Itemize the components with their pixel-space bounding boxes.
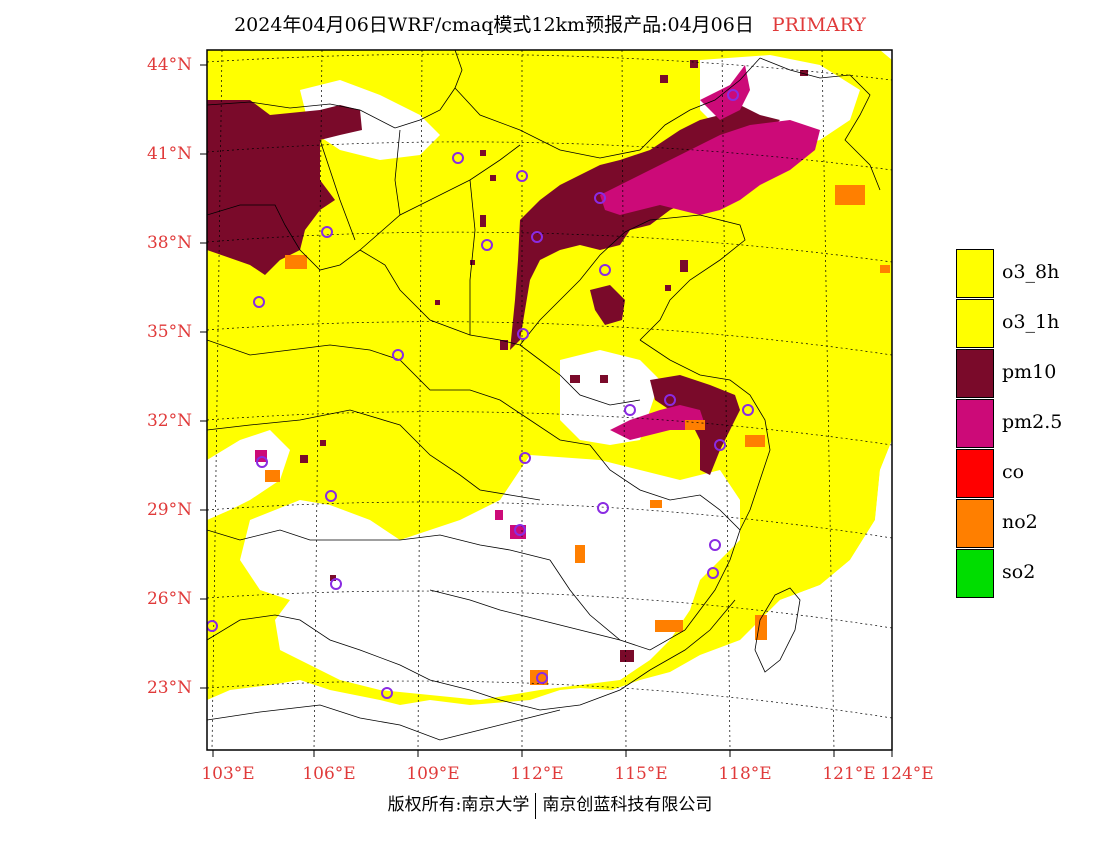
clean-zone-sea <box>745 440 892 750</box>
legend-label: so2 <box>1002 561 1036 583</box>
lon-label: 106°E <box>302 764 356 784</box>
lat-label: 23°N <box>146 678 192 698</box>
legend-item-so2: so2 <box>956 549 1100 599</box>
primary-tag: PRIMARY <box>771 14 866 36</box>
graticule <box>207 50 892 750</box>
legend-item-no2: no2 <box>956 499 1100 549</box>
lon-label: 118°E <box>718 764 772 784</box>
map-frame <box>206 49 893 751</box>
lat-label: 29°N <box>146 500 192 520</box>
lat-label: 41°N <box>146 144 192 164</box>
lat-label: 44°N <box>146 55 192 75</box>
lat-label: 35°N <box>146 322 192 342</box>
legend-swatch <box>956 499 994 548</box>
legend-item-pm10: pm10 <box>956 349 1100 399</box>
legend-item-o3-1h: o3_1h <box>956 299 1100 349</box>
legend-swatch <box>956 549 994 598</box>
footer-divider <box>535 792 537 819</box>
legend-swatch <box>956 299 994 348</box>
lon-label: 115°E <box>614 764 668 784</box>
legend-item-pm25: pm2.5 <box>956 399 1100 449</box>
lon-label: 112°E <box>510 764 564 784</box>
lon-label: 109°E <box>406 764 460 784</box>
axis-ticks <box>200 64 893 757</box>
clean-zone-northwest <box>300 80 440 160</box>
lat-label: 38°N <box>146 233 192 253</box>
station-markers <box>207 89 754 699</box>
map-content <box>207 50 892 750</box>
pm10-region-shandong <box>590 285 625 325</box>
legend-label: co <box>1002 461 1025 483</box>
clean-zone-southwest <box>207 430 290 520</box>
page-title: 2024年04月06日WRF/cmaq模式12km预报产品:04月06日 PRIM… <box>0 10 1100 37</box>
pm10-region-northwest <box>207 100 362 275</box>
lat-label: 32°N <box>146 411 192 431</box>
legend-item-o3-8h: o3_8h <box>956 249 1100 299</box>
copyright-footer: 版权所有:南京大学 南京创蓝科技有限公司 <box>0 790 1100 819</box>
legend-label: no2 <box>1002 511 1038 533</box>
lat-label: 26°N <box>146 589 192 609</box>
legend-label: pm10 <box>1002 361 1057 383</box>
lon-label: 124°E <box>880 764 934 784</box>
title-text: 2024年04月06日WRF/cmaq模式12km预报产品:04月06日 <box>234 14 754 36</box>
lon-label: 121°E <box>822 764 876 784</box>
legend-label: o3_1h <box>1002 311 1060 333</box>
legend-label: o3_8h <box>1002 261 1060 283</box>
legend-swatch <box>956 449 994 498</box>
lon-label: 103°E <box>201 764 255 784</box>
copyright-company: 南京创蓝科技有限公司 <box>542 795 713 815</box>
pm25-region-northchina <box>600 120 820 215</box>
legend-swatch <box>956 249 994 298</box>
legend-swatch <box>956 349 994 398</box>
pm25-region-anhui <box>610 405 705 440</box>
legend-item-co: co <box>956 449 1100 499</box>
boundaries <box>207 50 881 741</box>
copyright-owner: 版权所有:南京大学 <box>387 795 530 815</box>
legend-swatch <box>956 399 994 448</box>
legend-label: pm2.5 <box>1002 411 1063 433</box>
